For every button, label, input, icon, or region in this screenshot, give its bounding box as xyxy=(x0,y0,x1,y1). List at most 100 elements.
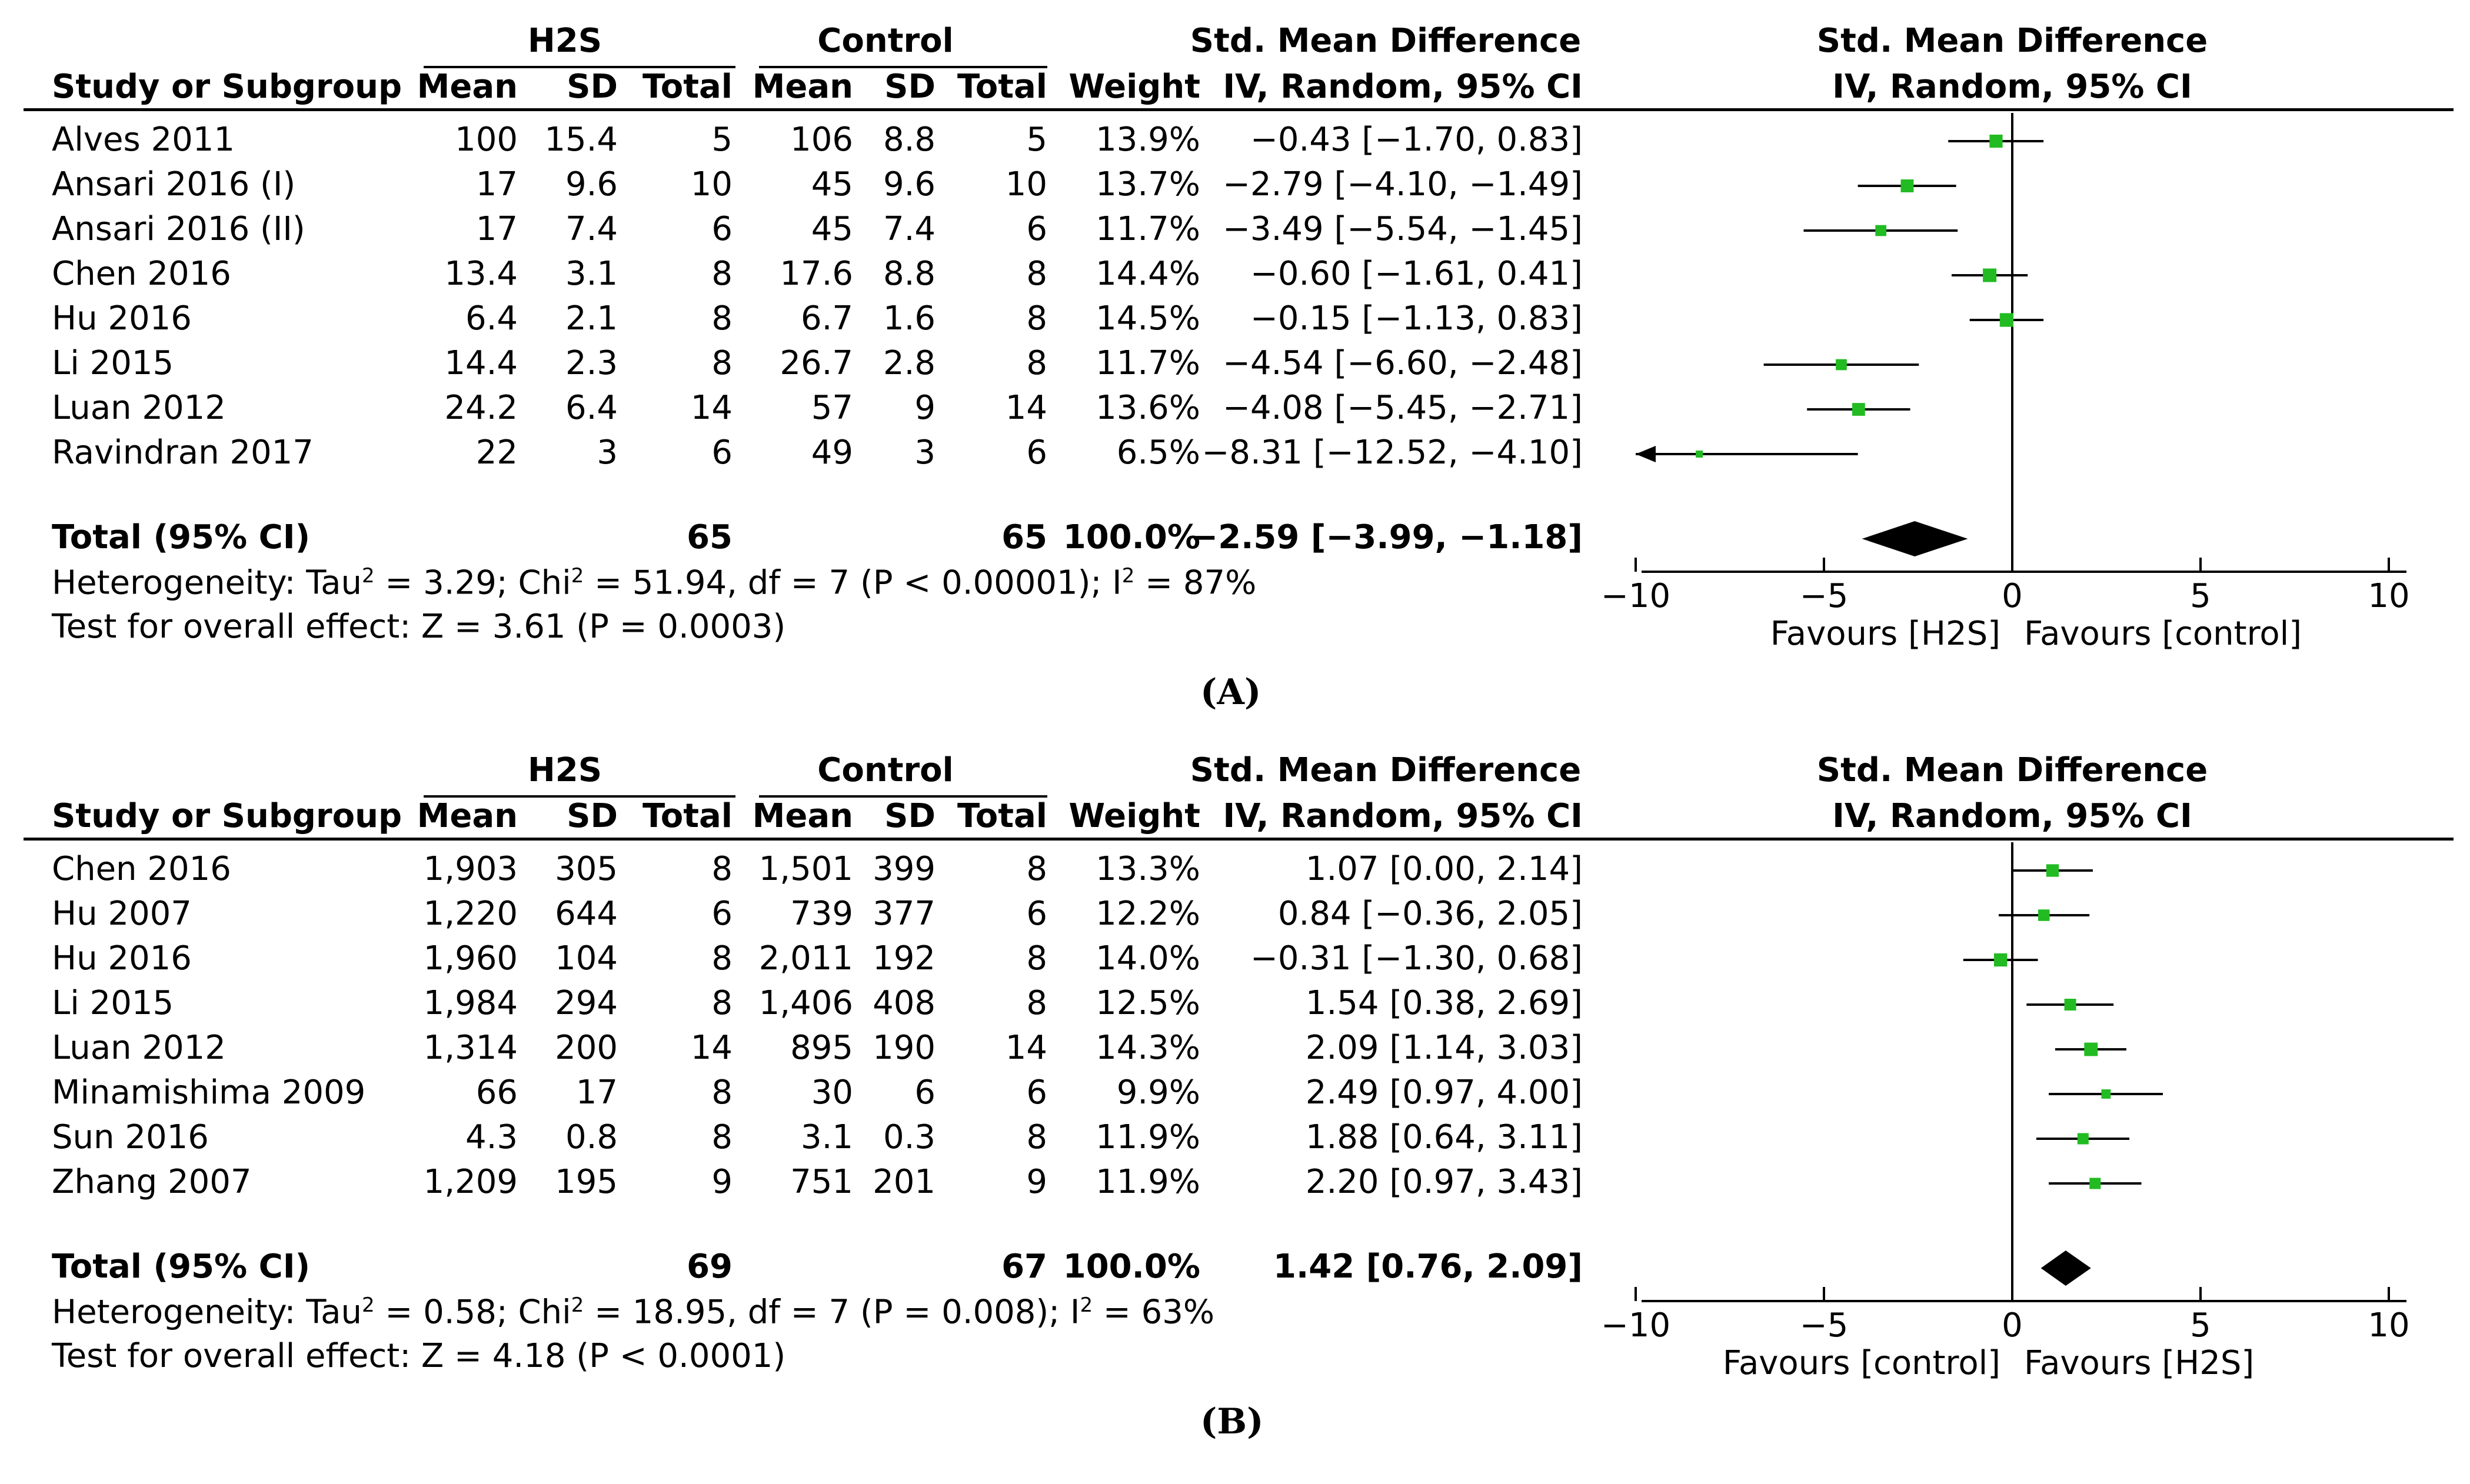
study-weight: 14.3% xyxy=(1096,1029,1200,1067)
col-header-ctrl-mean: Mean xyxy=(752,797,853,835)
exp-sd: 305 xyxy=(555,850,618,888)
ctrl-sd: 9.6 xyxy=(883,165,936,204)
ctrl-sd: 2.8 xyxy=(883,344,936,382)
exp-sd: 104 xyxy=(555,939,618,978)
study-point-marker xyxy=(1993,953,2008,967)
x-tick-label: −10 xyxy=(1601,577,1670,615)
superscript-2: 2 xyxy=(1121,564,1135,588)
ctrl-sd: 190 xyxy=(873,1029,936,1067)
col-header-study: Study or Subgroup xyxy=(52,68,402,106)
col-header-ci: IV, Random, 95% CI xyxy=(1223,797,1583,835)
exp-mean: 17 xyxy=(475,165,518,204)
total-label: Total (95% CI) xyxy=(52,518,311,556)
study-name: Hu 2007 xyxy=(52,895,192,933)
study-point-marker xyxy=(1989,134,2003,148)
plot-subheader: IV, Random, 95% CI xyxy=(1832,68,2192,106)
superscript-2: 2 xyxy=(361,1293,375,1317)
overall-effect-text: Test for overall effect: Z = 4.18 (P < 0… xyxy=(52,1337,786,1375)
ctrl-mean: 57 xyxy=(811,389,853,427)
study-weight: 13.9% xyxy=(1096,121,1200,159)
col-header-exp-total: Total xyxy=(643,68,733,106)
heterogeneity-part: Heterogeneity: Tau xyxy=(52,563,362,602)
total-exp: 65 xyxy=(687,518,733,556)
col-header-exp-sd: SD xyxy=(567,797,618,835)
study-name: Minamishima 2009 xyxy=(52,1073,366,1112)
ctrl-sd: 9 xyxy=(914,389,936,427)
exp-mean: 1,984 xyxy=(423,984,518,1022)
col-header-exp-total: Total xyxy=(643,797,733,835)
exp-mean: 4.3 xyxy=(465,1118,518,1156)
group-underline-experimental xyxy=(424,795,735,798)
study-point-marker xyxy=(1999,313,2013,327)
x-tick-label: −10 xyxy=(1601,1306,1670,1345)
group-header-control: Control xyxy=(817,751,954,789)
study-name: Li 2015 xyxy=(52,984,174,1022)
ctrl-mean: 45 xyxy=(811,165,853,204)
group-underline-control xyxy=(759,795,1047,798)
ctrl-sd: 8.8 xyxy=(883,255,936,293)
group-underline-control xyxy=(759,66,1047,68)
ci-truncation-arrow xyxy=(1636,446,1656,462)
study-point-marker xyxy=(1852,403,1865,416)
ctrl-sd: 201 xyxy=(873,1163,936,1201)
ctrl-total: 9 xyxy=(1026,1163,1047,1201)
heterogeneity-part: = 87% xyxy=(1134,563,1257,602)
exp-mean: 24.2 xyxy=(444,389,518,427)
x-tick-label: −5 xyxy=(1800,577,1849,615)
col-header-exp-mean: Mean xyxy=(417,68,518,106)
exp-total: 5 xyxy=(711,121,733,159)
ctrl-mean: 3.1 xyxy=(800,1118,853,1156)
exp-total: 14 xyxy=(690,1029,733,1067)
study-name: Chen 2016 xyxy=(52,255,231,293)
ctrl-mean: 45 xyxy=(811,210,853,248)
col-header-weight: Weight xyxy=(1068,797,1200,835)
exp-total: 8 xyxy=(711,1073,733,1112)
ctrl-mean: 26.7 xyxy=(780,344,853,382)
exp-total: 9 xyxy=(711,1163,733,1201)
x-tick-label: 0 xyxy=(2002,1306,2023,1345)
favours-right-label: Favours [H2S] xyxy=(2024,1344,2254,1382)
exp-total: 6 xyxy=(711,895,733,933)
ctrl-mean: 106 xyxy=(790,121,853,159)
heterogeneity-part: = 51.94, df = 7 (P < 0.00001); I xyxy=(584,563,1122,602)
exp-sd: 9.6 xyxy=(565,165,618,204)
header-rule xyxy=(24,838,2454,841)
heterogeneity-part: Heterogeneity: Tau xyxy=(52,1293,362,1332)
study-ci-text: 0.84 [−0.36, 2.05] xyxy=(1277,895,1583,933)
group-header-control: Control xyxy=(817,22,954,60)
study-weight: 12.5% xyxy=(1096,984,1200,1022)
col-header-ctrl-total: Total xyxy=(957,68,1047,106)
superscript-2: 2 xyxy=(361,564,375,588)
study-ci-text: −8.31 [−12.52, −4.10] xyxy=(1201,433,1583,472)
exp-total: 6 xyxy=(711,433,733,472)
pooled-diamond xyxy=(1862,521,1968,556)
exp-mean: 1,314 xyxy=(423,1029,518,1067)
col-header-exp-sd: SD xyxy=(567,68,618,106)
forest-panel-b: H2S Control Std. Mean Difference Std. Mean … xyxy=(0,729,2470,1442)
forest-plot-svg: −10 −5 0 5 10 Favours [H2S] Favours [control] xyxy=(1601,113,2410,653)
header-rule xyxy=(24,108,2454,111)
exp-sd: 294 xyxy=(555,984,618,1022)
study-point-marker xyxy=(1983,268,1997,282)
group-header-experimental: H2S xyxy=(527,751,602,789)
ctrl-sd: 7.4 xyxy=(883,210,936,248)
total-ci-text: −2.59 [−3.99, −1.18] xyxy=(1190,518,1583,556)
exp-sd: 17 xyxy=(575,1073,618,1112)
col-header-weight: Weight xyxy=(1068,68,1200,106)
exp-mean: 66 xyxy=(475,1073,518,1112)
total-weight: 100.0% xyxy=(1063,518,1200,556)
heterogeneity-part: = 18.95, df = 7 (P = 0.008); I xyxy=(584,1293,1080,1332)
heterogeneity-part: = 3.29; Chi xyxy=(374,563,571,602)
ctrl-total: 8 xyxy=(1026,299,1047,338)
exp-mean: 1,220 xyxy=(423,895,518,933)
study-point-marker xyxy=(1900,179,1914,192)
study-ci-text: −0.31 [−1.30, 0.68] xyxy=(1250,939,1583,978)
ctrl-total: 6 xyxy=(1026,210,1047,248)
ctrl-total: 6 xyxy=(1026,433,1047,472)
exp-total: 14 xyxy=(690,389,733,427)
study-ci-text: 2.09 [1.14, 3.03] xyxy=(1305,1029,1583,1067)
ctrl-sd: 1.6 xyxy=(883,299,936,338)
exp-total: 8 xyxy=(711,1118,733,1156)
exp-total: 8 xyxy=(711,299,733,338)
ctrl-sd: 192 xyxy=(873,939,936,978)
